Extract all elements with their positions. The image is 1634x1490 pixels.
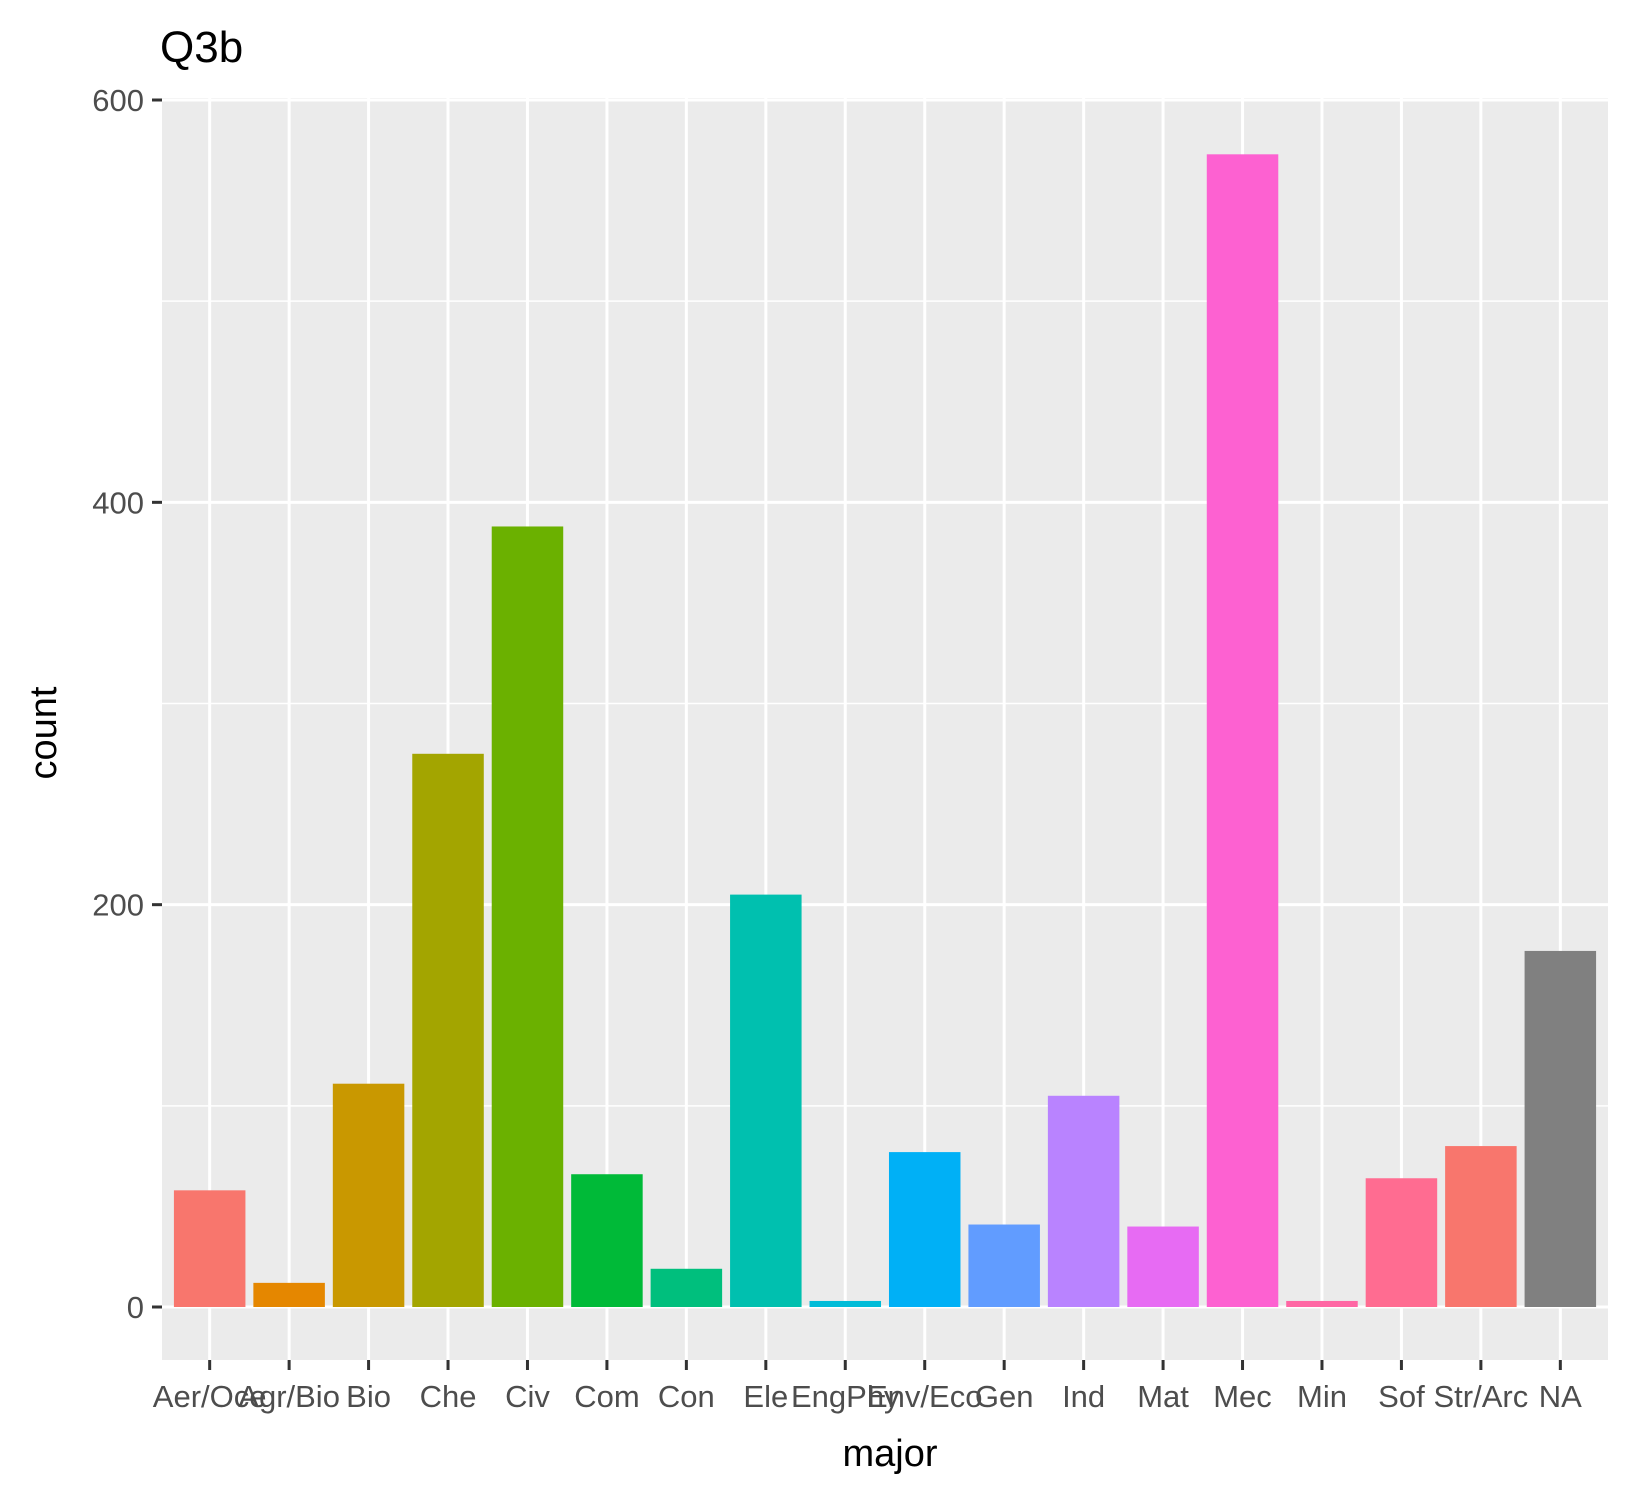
bar-engphy [809, 1300, 882, 1307]
bar-com [571, 1174, 643, 1307]
x-tick-label: Mec [1213, 1379, 1272, 1414]
x-tick-label: Che [420, 1379, 477, 1414]
bar-bio [332, 1083, 405, 1307]
bars-group [173, 154, 1597, 1308]
bar-na [1524, 950, 1597, 1307]
chart-title: Q3b [160, 23, 243, 72]
y-tick-label: 200 [92, 888, 144, 923]
x-tick-label: Min [1297, 1379, 1347, 1414]
x-tick-label: Ele [743, 1379, 788, 1414]
x-tick-label: Aer/Oce [153, 1379, 267, 1414]
bar-gen [968, 1224, 1040, 1307]
bar-min [1286, 1300, 1358, 1307]
x-tick-label: Gen [975, 1379, 1034, 1414]
x-tick-label: Civ [505, 1379, 550, 1414]
x-tick-label: Str/Arc [1434, 1379, 1529, 1414]
x-tick-label: Mat [1137, 1379, 1189, 1414]
x-tick-label: Con [658, 1379, 715, 1414]
bar-mat [1127, 1226, 1199, 1307]
x-tick-label: NA [1539, 1379, 1582, 1414]
bar-che [412, 753, 484, 1307]
x-tick-label: Env/Eco [867, 1379, 982, 1414]
y-tick-label: 600 [92, 83, 144, 118]
x-tick-label: Com [574, 1379, 639, 1414]
bar-sof [1365, 1178, 1438, 1307]
bar-ele [730, 894, 802, 1307]
y-tick-label: 400 [92, 485, 144, 520]
x-tick-label: Ind [1062, 1379, 1105, 1414]
bar-ind [1047, 1095, 1120, 1307]
bar-agr-bio [253, 1282, 325, 1307]
bar-mec [1206, 154, 1279, 1308]
x-tick-label: Sof [1378, 1379, 1425, 1414]
x-axis-title: major [842, 1433, 937, 1475]
bar-civ [491, 526, 564, 1307]
y-tick-label: 0 [127, 1290, 144, 1325]
x-tick-label: Agr/Bio [238, 1379, 340, 1414]
bar-env-eco [888, 1152, 961, 1307]
bar-con [650, 1268, 723, 1307]
x-tick-label: EngPhy [791, 1379, 900, 1414]
x-tick-label: Bio [346, 1379, 391, 1414]
bar-str-arc [1445, 1146, 1517, 1307]
y-axis-title: count [23, 686, 65, 779]
bar-aer-oce [173, 1190, 246, 1307]
y-axis: 0 200 400 600 [92, 83, 162, 1325]
